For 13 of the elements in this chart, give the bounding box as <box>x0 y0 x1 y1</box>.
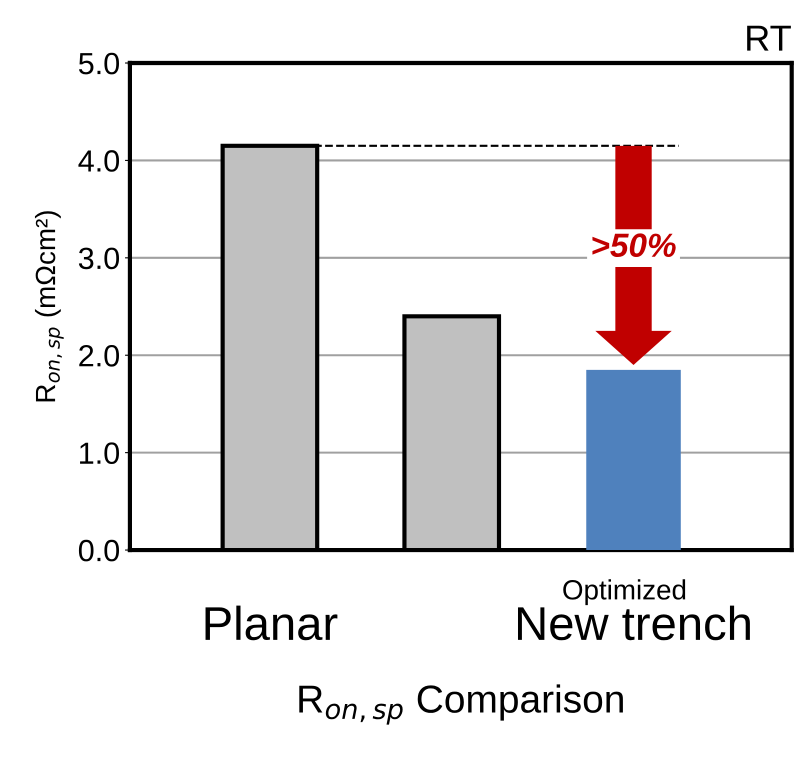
y-tick-label: 3.0 <box>78 248 120 270</box>
y-tick-label: 4.0 <box>78 150 120 172</box>
text: Optimized <box>563 579 686 606</box>
y-tick-label: 5.0 <box>78 52 120 74</box>
annotation: >50% <box>592 233 676 258</box>
x-tick-label: New trench <box>518 606 750 640</box>
y-tick-label: 0.0 <box>78 540 120 562</box>
text: RT <box>747 26 791 51</box>
x-tick-label: Planar <box>206 606 338 640</box>
x-axis-title: R$_{on,sp}$ Comparison <box>299 684 623 725</box>
y-tick-label: 2.0 <box>79 344 120 367</box>
y-axis-title: R$_{on,sp}$ (mΩcm²) <box>34 211 64 402</box>
y-tick-label: 1.0 <box>80 442 120 464</box>
